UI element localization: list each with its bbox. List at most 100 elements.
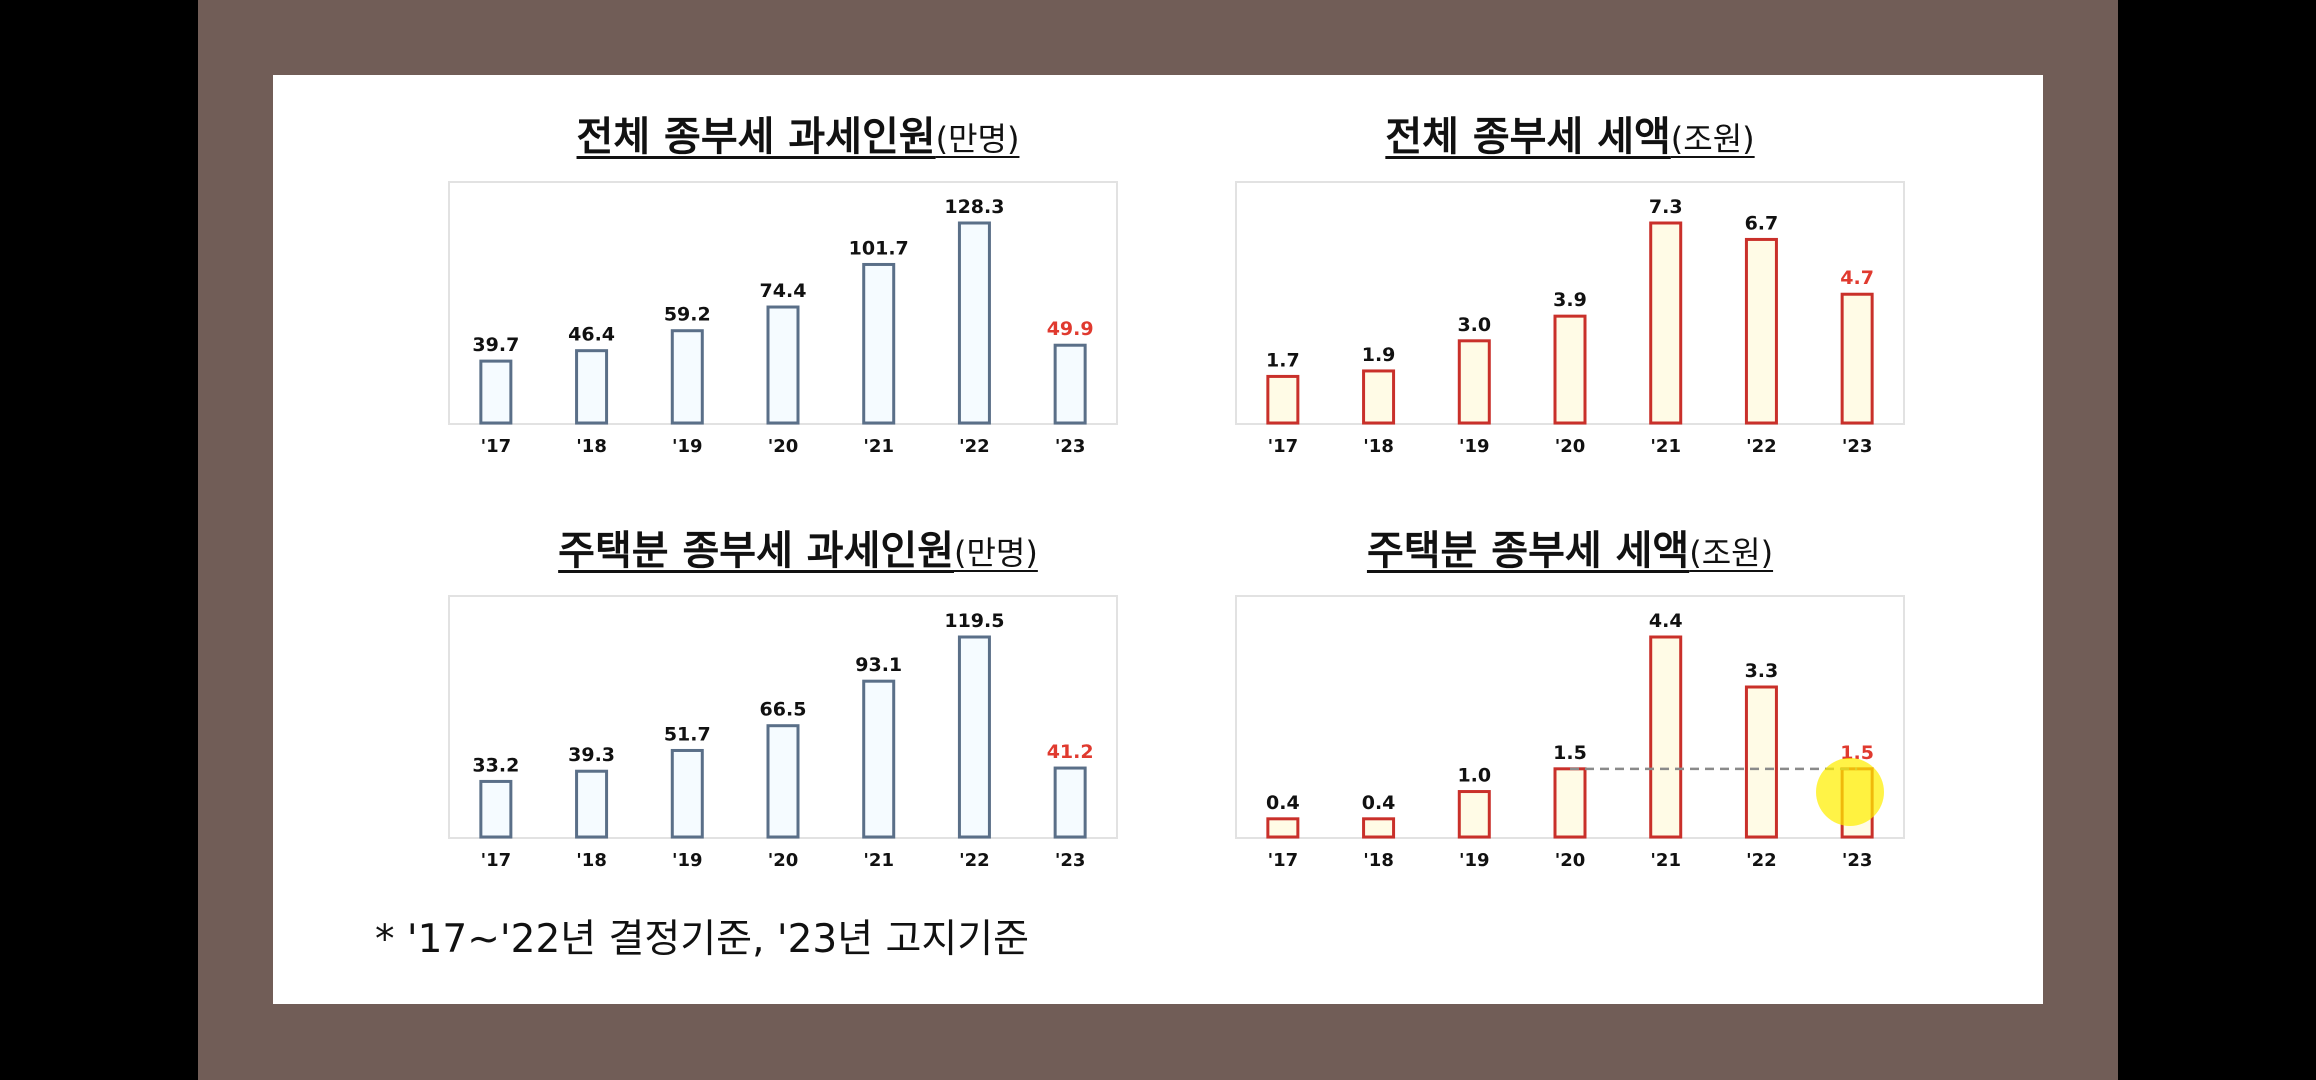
- x-tick-label: '22: [959, 850, 990, 871]
- data-label: 1.5: [1553, 742, 1587, 764]
- x-tick-label: '18: [1363, 436, 1394, 457]
- bar: [766, 724, 800, 839]
- data-label: 119.5: [944, 610, 1004, 632]
- x-tick-label: '19: [672, 850, 703, 871]
- data-label: 49.9: [1047, 318, 1094, 340]
- x-tick-label: '19: [672, 436, 703, 457]
- data-label: 46.4: [568, 324, 615, 346]
- x-tick-label: '20: [768, 850, 799, 871]
- data-label: 39.7: [472, 334, 519, 356]
- bar: [862, 262, 896, 425]
- bar: [1840, 292, 1874, 425]
- data-label: 4.4: [1649, 610, 1683, 632]
- bar: [862, 679, 896, 839]
- x-tick-label: '19: [1459, 436, 1490, 457]
- x-tick-label: '17: [1268, 436, 1299, 457]
- x-tick-label: '18: [576, 850, 607, 871]
- bar-chart-total-tax-amount: 1.7 1.9 3.0 3.9 7.3 6.7 4.7 '17 '18 '19 '20 '21 '22 '…: [1235, 181, 1905, 457]
- bar: [1266, 374, 1300, 425]
- bar: [1053, 343, 1087, 425]
- bar: [1649, 221, 1683, 425]
- x-tick-label: '22: [1746, 436, 1777, 457]
- x-tick-label: '23: [1842, 850, 1873, 871]
- x-tick-label: '17: [1268, 850, 1299, 871]
- data-label: 1.0: [1457, 765, 1491, 787]
- bar-chart-housing-taxpayers: 33.2 39.3 51.7 66.5 93.1 119.5 41.2 '17 '18 '19 '2…: [448, 595, 1118, 871]
- bar: [1457, 790, 1491, 839]
- data-label: 7.3: [1649, 196, 1683, 218]
- data-label: 3.3: [1745, 660, 1779, 682]
- chart-title-total-taxpayers: 전체 종부세 과세인원(만명): [448, 104, 1148, 162]
- data-label: 74.4: [760, 280, 807, 302]
- data-label: 93.1: [855, 654, 902, 676]
- data-label: 41.2: [1047, 741, 1094, 763]
- bar: [1744, 685, 1778, 839]
- data-label: 3.9: [1553, 289, 1587, 311]
- data-label: 33.2: [472, 754, 519, 776]
- x-tick-label: '20: [1555, 436, 1586, 457]
- cursor-highlight: [1816, 758, 1884, 826]
- chart-title-unit: (조원): [1670, 120, 1755, 158]
- chart-title-housing-tax-amount: 주택분 종부세 세액(조원): [1235, 518, 1905, 576]
- data-label: 3.0: [1457, 314, 1491, 336]
- bar: [766, 305, 800, 425]
- x-tick-label: '20: [1555, 850, 1586, 871]
- x-tick-label: '18: [576, 436, 607, 457]
- bar: [1362, 369, 1396, 425]
- data-label: 0.4: [1362, 792, 1396, 814]
- footnote: * '17~'22년 결정기준, '23년 고지기준: [375, 917, 1030, 962]
- chart-title-housing-taxpayers: 주택분 종부세 과세인원(만명): [448, 518, 1148, 576]
- data-label: 39.3: [568, 744, 615, 766]
- bar: [957, 635, 991, 839]
- x-tick-label: '22: [959, 436, 990, 457]
- chart-title-unit: (조원): [1689, 534, 1774, 572]
- x-tick-label: '21: [863, 436, 894, 457]
- x-tick-label: '23: [1055, 436, 1086, 457]
- slide: [273, 75, 2043, 1004]
- bar: [479, 359, 513, 425]
- data-label: 66.5: [760, 699, 807, 721]
- x-tick-label: '17: [481, 436, 512, 457]
- x-tick-label: '21: [1650, 436, 1681, 457]
- chart-title-total-tax-amount: 전체 종부세 세액(조원): [1235, 104, 1905, 162]
- data-label: 59.2: [664, 304, 711, 326]
- data-label: 1.9: [1362, 344, 1396, 366]
- bar: [1053, 766, 1087, 839]
- data-label: 6.7: [1745, 212, 1779, 234]
- data-label: 51.7: [664, 723, 711, 745]
- bar: [957, 221, 991, 425]
- bar: [670, 329, 704, 425]
- data-label: 101.7: [849, 237, 909, 259]
- bar-chart-housing-tax-amount: 0.4 0.41.01.54.43.31.5'17'18'19'20'21'22 '…: [1235, 595, 1905, 871]
- bar: [670, 748, 704, 839]
- bar: [575, 349, 609, 425]
- chart-title-main: 전체 종부세 세액: [1385, 114, 1671, 160]
- x-tick-label: '23: [1055, 850, 1086, 871]
- bar: [1744, 237, 1778, 425]
- bar: [1362, 817, 1396, 839]
- chart-title-unit: (만명): [935, 120, 1020, 158]
- bar: [575, 769, 609, 839]
- chart-title-unit: (만명): [954, 534, 1038, 572]
- bar-chart-total-taxpayers: 39.7 46.4 59.2 74.4 101.7 128.3 49.9 '17 '18 '19 '…: [448, 181, 1118, 457]
- x-tick-label: '22: [1746, 850, 1777, 871]
- x-tick-label: '21: [1650, 850, 1681, 871]
- x-tick-label: '19: [1459, 850, 1490, 871]
- data-label: 4.7: [1840, 267, 1874, 289]
- bar: [1553, 767, 1587, 839]
- data-label: 0.4: [1266, 792, 1300, 814]
- chart-title-main: 주택분 종부세 과세인원: [558, 528, 954, 574]
- chart-title-main: 전체 종부세 과세인원: [576, 114, 936, 160]
- bar: [1266, 817, 1300, 839]
- bar: [1457, 339, 1491, 425]
- x-tick-label: '20: [768, 436, 799, 457]
- bar: [1553, 314, 1587, 425]
- data-label: 1.7: [1266, 349, 1300, 371]
- x-tick-label: '23: [1842, 436, 1873, 457]
- data-label: 128.3: [944, 196, 1004, 218]
- x-tick-label: '17: [481, 850, 512, 871]
- bar: [1649, 635, 1683, 839]
- chart-title-main: 주택분 종부세 세액: [1366, 528, 1690, 574]
- bar: [479, 779, 513, 839]
- x-tick-label: '18: [1363, 850, 1394, 871]
